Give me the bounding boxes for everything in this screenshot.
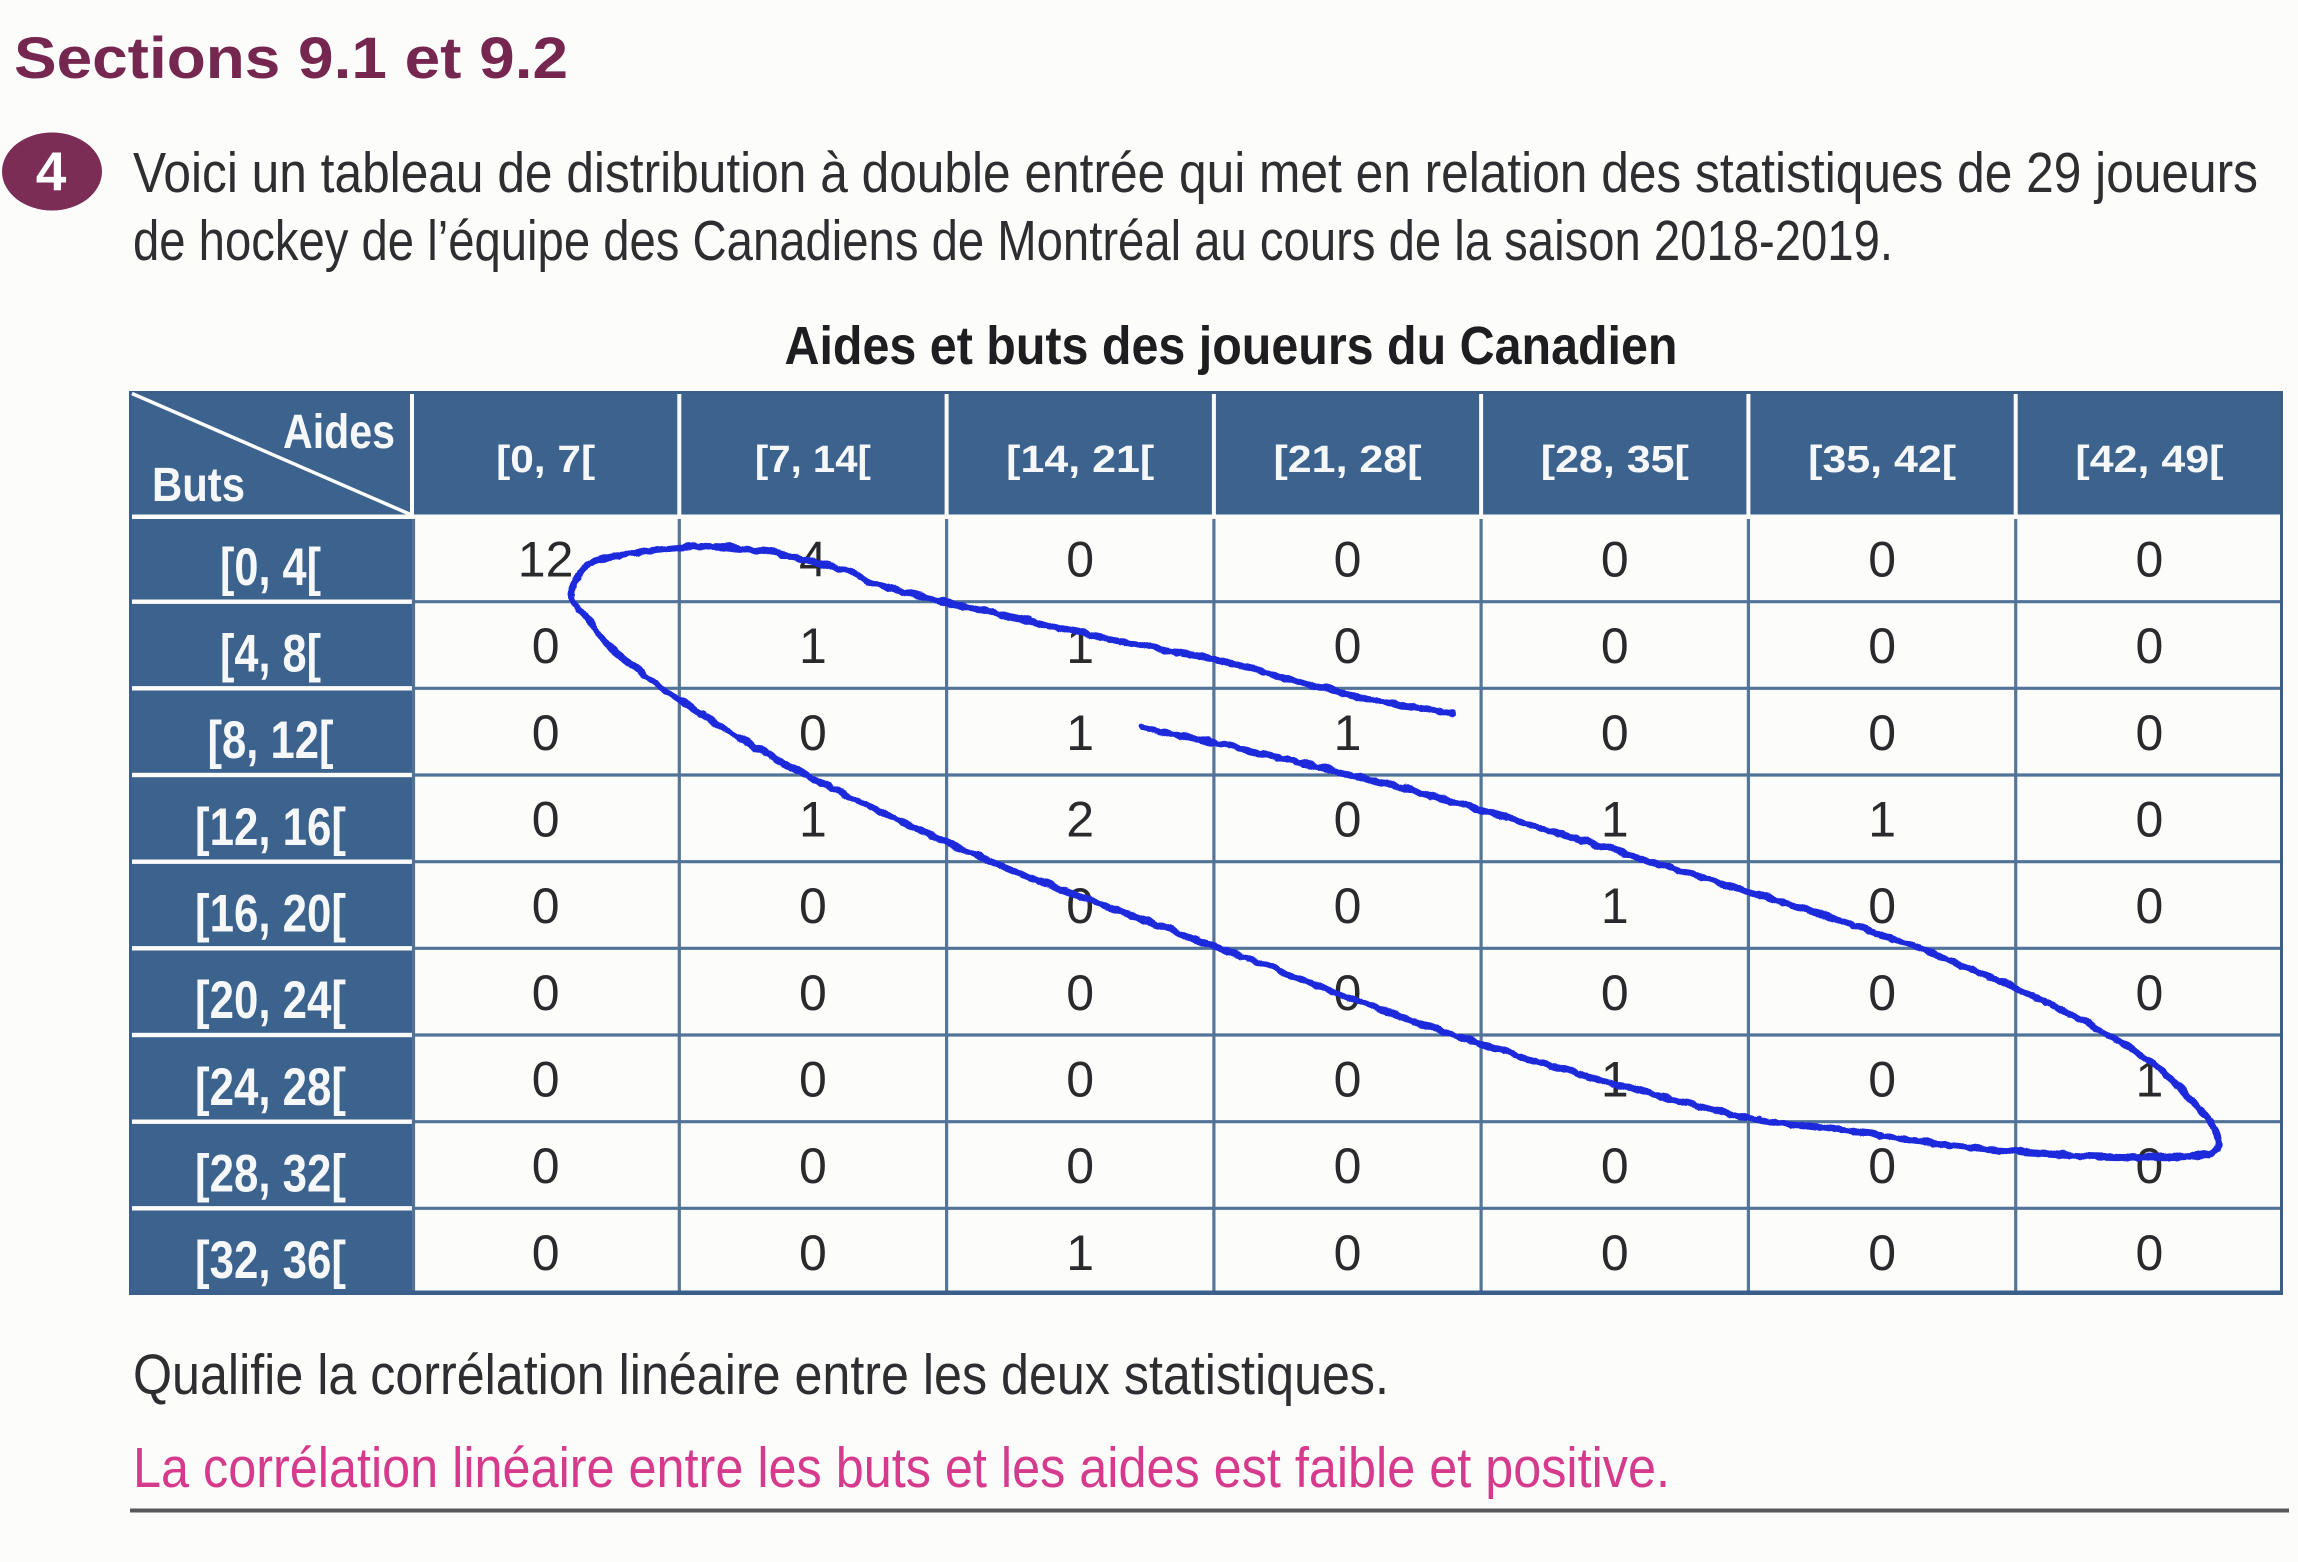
svg-text:0: 0 — [1601, 705, 1629, 761]
svg-text:[16, 20[: [16, 20[ — [195, 885, 346, 944]
svg-text:0: 0 — [1601, 1138, 1629, 1194]
svg-text:0: 0 — [532, 792, 560, 848]
svg-text:[4, 8[: [4, 8[ — [220, 625, 321, 684]
svg-text:0: 0 — [1601, 965, 1629, 1021]
svg-text:0: 0 — [532, 1225, 560, 1281]
svg-text:0: 0 — [1334, 532, 1362, 588]
svg-text:0: 0 — [532, 1052, 560, 1108]
svg-text:0: 0 — [799, 878, 827, 934]
svg-text:0: 0 — [1601, 618, 1629, 674]
svg-text:Aides: Aides — [283, 406, 395, 459]
svg-text:0: 0 — [532, 1138, 560, 1194]
svg-text:0: 0 — [2135, 532, 2163, 588]
svg-text:1: 1 — [1601, 878, 1629, 934]
svg-text:0: 0 — [1868, 618, 1896, 674]
svg-text:0: 0 — [1334, 792, 1362, 848]
svg-text:[24, 28[: [24, 28[ — [195, 1058, 346, 1117]
svg-text:0: 0 — [1066, 965, 1094, 1021]
svg-text:0: 0 — [1868, 965, 1896, 1021]
svg-text:0: 0 — [532, 965, 560, 1021]
svg-text:[0, 4[: [0, 4[ — [220, 538, 321, 597]
svg-text:0: 0 — [2135, 1138, 2163, 1194]
svg-text:Qualifie la corrélation linéai: Qualifie la corrélation linéaire entre l… — [133, 1343, 1389, 1407]
svg-text:0: 0 — [799, 1138, 827, 1194]
svg-text:2: 2 — [1066, 792, 1094, 848]
svg-text:1: 1 — [799, 792, 827, 848]
svg-text:[7, 14[: [7, 14[ — [755, 439, 871, 481]
svg-text:0: 0 — [1334, 1225, 1362, 1281]
svg-text:[12, 16[: [12, 16[ — [195, 798, 346, 857]
svg-text:0: 0 — [1334, 1138, 1362, 1194]
svg-text:12: 12 — [518, 532, 574, 588]
svg-text:1: 1 — [1066, 1225, 1094, 1281]
svg-text:0: 0 — [799, 965, 827, 1021]
svg-text:0: 0 — [1334, 618, 1362, 674]
svg-text:[21, 28[: [21, 28[ — [1274, 439, 1422, 481]
svg-text:[42, 49[: [42, 49[ — [2075, 439, 2223, 481]
svg-text:0: 0 — [799, 1225, 827, 1281]
svg-text:1: 1 — [1334, 705, 1362, 761]
svg-text:[0, 7[: [0, 7[ — [496, 439, 595, 481]
svg-text:0: 0 — [1601, 532, 1629, 588]
svg-text:0: 0 — [1868, 1138, 1896, 1194]
svg-text:[14, 21[: [14, 21[ — [1006, 439, 1154, 481]
svg-text:0: 0 — [532, 878, 560, 934]
svg-text:0: 0 — [2135, 965, 2163, 1021]
svg-text:0: 0 — [532, 705, 560, 761]
svg-text:0: 0 — [1868, 878, 1896, 934]
svg-text:0: 0 — [2135, 878, 2163, 934]
svg-text:0: 0 — [2135, 618, 2163, 674]
svg-text:0: 0 — [799, 705, 827, 761]
svg-text:0: 0 — [1066, 532, 1094, 588]
svg-text:1: 1 — [799, 618, 827, 674]
svg-text:1: 1 — [1066, 705, 1094, 761]
svg-text:0: 0 — [532, 618, 560, 674]
svg-text:[32, 36[: [32, 36[ — [195, 1231, 346, 1290]
svg-text:Buts: Buts — [152, 459, 245, 512]
svg-text:0: 0 — [1334, 878, 1362, 934]
svg-text:Aides et buts des joueurs du C: Aides et buts des joueurs du Canadien — [785, 316, 1678, 376]
svg-text:0: 0 — [1868, 1052, 1896, 1108]
svg-text:[20, 24[: [20, 24[ — [195, 971, 346, 1030]
svg-text:Sections 9.1 et 9.2: Sections 9.1 et 9.2 — [14, 26, 568, 91]
svg-text:de hockey de l’équipe des Cana: de hockey de l’équipe des Canadiens de M… — [133, 209, 1893, 273]
svg-text:0: 0 — [1601, 1225, 1629, 1281]
svg-text:1: 1 — [1601, 792, 1629, 848]
svg-text:0: 0 — [1868, 1225, 1896, 1281]
svg-text:0: 0 — [799, 1052, 827, 1108]
svg-text:0: 0 — [1066, 1052, 1094, 1108]
svg-text:[35, 42[: [35, 42[ — [1808, 439, 1956, 481]
svg-text:0: 0 — [1066, 1138, 1094, 1194]
svg-text:[8, 12[: [8, 12[ — [208, 711, 334, 770]
svg-text:0: 0 — [1334, 1052, 1362, 1108]
svg-text:4: 4 — [36, 140, 67, 202]
svg-text:0: 0 — [2135, 792, 2163, 848]
svg-text:[28, 32[: [28, 32[ — [195, 1145, 346, 1204]
svg-text:1: 1 — [1868, 792, 1896, 848]
svg-text:0: 0 — [1868, 532, 1896, 588]
svg-text:[28, 35[: [28, 35[ — [1541, 439, 1689, 481]
svg-text:0: 0 — [2135, 1225, 2163, 1281]
svg-text:0: 0 — [2135, 705, 2163, 761]
svg-text:La corrélation linéaire entre: La corrélation linéaire entre les buts e… — [133, 1436, 1670, 1500]
svg-text:Voici un tableau de distributi: Voici un tableau de distribution à doubl… — [133, 141, 2258, 205]
svg-text:0: 0 — [1066, 878, 1094, 934]
svg-text:0: 0 — [1868, 705, 1896, 761]
